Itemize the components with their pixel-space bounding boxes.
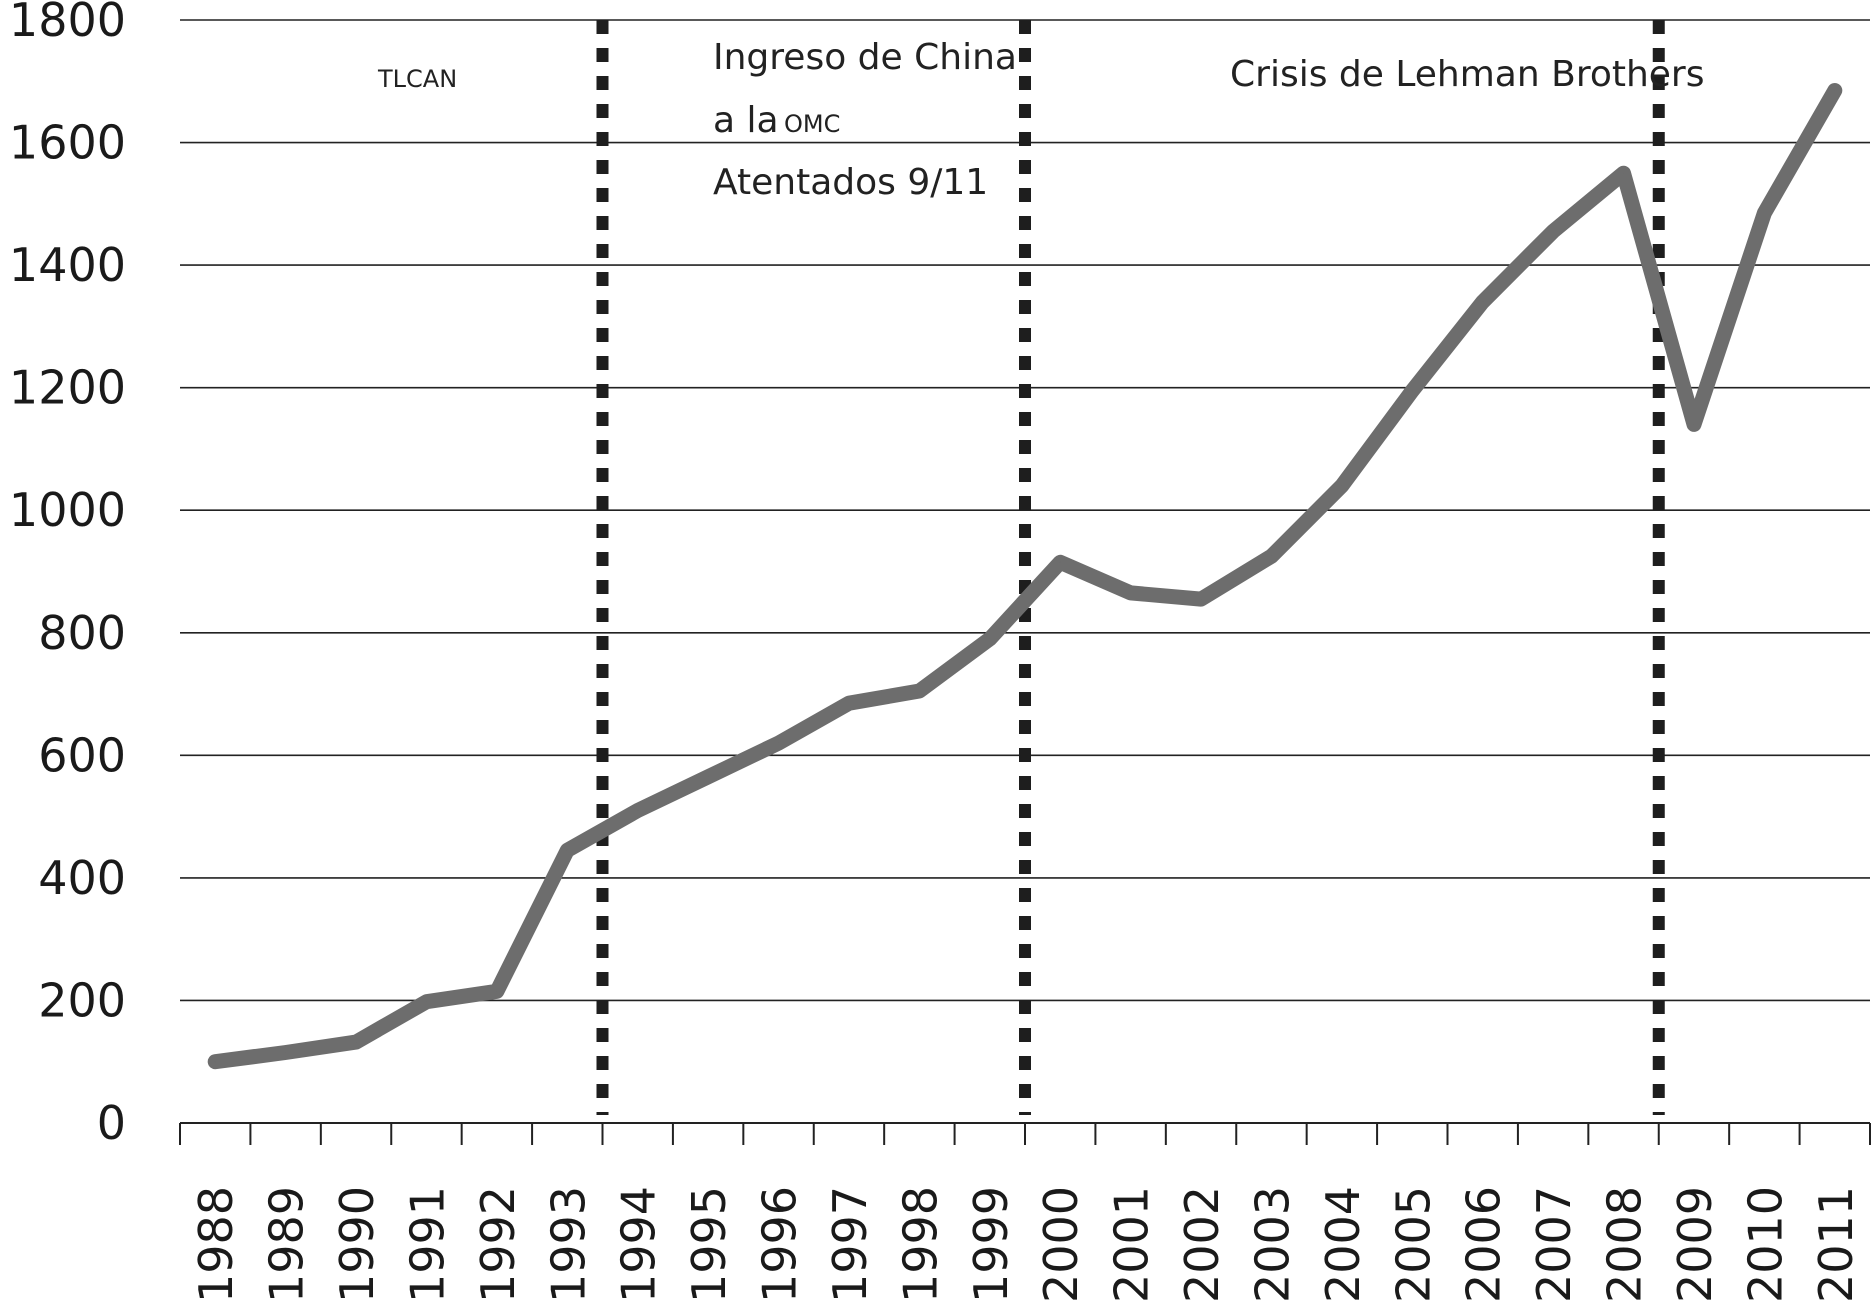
- x-tick-label: 1996: [753, 1186, 807, 1303]
- data-point: [1411, 390, 1413, 392]
- y-tick-label: 1200: [9, 361, 126, 415]
- data-point: [989, 638, 991, 640]
- data-point: [848, 702, 850, 704]
- x-tick-label: 2000: [1034, 1186, 1088, 1303]
- y-axis-tick-labels: 0 200 400 600 800 1000 1200 1400 1600 1800: [9, 0, 126, 1150]
- x-tick-label: 1990: [330, 1186, 384, 1303]
- x-tick-label: 1997: [823, 1186, 877, 1303]
- y-tick-label: 1600: [9, 116, 126, 170]
- x-axis-tick-labels: 1988 1989 1990 1991 1992 1993 1994 1995 1996 1997…: [189, 1186, 1863, 1303]
- x-tick-label: 2001: [1105, 1186, 1159, 1303]
- x-tick-label: 1998: [893, 1186, 947, 1303]
- annotation-lehman: Crisis de Lehman Brothers: [1230, 54, 1705, 95]
- x-tick-label: 2007: [1527, 1186, 1581, 1303]
- data-point: [778, 742, 780, 744]
- y-tick-label: 200: [38, 973, 126, 1027]
- data-point: [214, 1061, 216, 1063]
- x-tick-label: 1989: [260, 1186, 314, 1303]
- x-tick-label: 2008: [1598, 1186, 1652, 1303]
- data-point: [637, 809, 639, 811]
- y-tick-label: 0: [97, 1096, 126, 1150]
- annotation-atentados: Atentados 9/11: [713, 162, 988, 203]
- x-tick-label: 2002: [1175, 1186, 1229, 1303]
- series-line: [207, 83, 1843, 1070]
- data-point: [355, 1041, 357, 1043]
- data-point: [1552, 230, 1554, 232]
- x-tick-label: 1988: [189, 1186, 243, 1303]
- x-tick-label: 1999: [964, 1186, 1018, 1303]
- data-point: [1763, 212, 1765, 214]
- data-point: [1341, 485, 1343, 487]
- data-point: [1693, 423, 1695, 425]
- data-point: [1059, 561, 1061, 563]
- annotation-omc: OMC: [784, 110, 840, 138]
- data-point: [425, 1001, 427, 1003]
- data-point: [707, 776, 709, 778]
- x-tick-label: 2006: [1457, 1186, 1511, 1303]
- data-point: [1200, 598, 1202, 600]
- y-tick-label: 1000: [9, 483, 126, 537]
- data-point: [566, 849, 568, 851]
- data-point: [1482, 301, 1484, 303]
- data-point: [496, 990, 498, 992]
- x-tick-label: 2009: [1668, 1186, 1722, 1303]
- data-point: [1623, 172, 1625, 174]
- x-tick-label: 2003: [1245, 1186, 1299, 1303]
- annotation-tlcan: TLCAN: [377, 65, 457, 93]
- annotation-china-a-la: a la: [713, 100, 779, 141]
- data-point: [1270, 555, 1272, 557]
- x-tick-label: 1994: [612, 1186, 666, 1303]
- x-tick-label: 1992: [471, 1186, 525, 1303]
- data-point: [1834, 89, 1836, 91]
- y-tick-label: 400: [38, 851, 126, 905]
- x-tick-label: 1993: [541, 1186, 595, 1303]
- data-point: [918, 690, 920, 692]
- y-tick-label: 1800: [9, 0, 126, 47]
- x-tick-label: 2004: [1316, 1186, 1370, 1303]
- x-tick-label: 2011: [1809, 1186, 1863, 1303]
- x-tick-label: 2010: [1738, 1186, 1792, 1303]
- annotation-china-ingreso: Ingreso de China: [713, 37, 1017, 78]
- x-tick-label: 1995: [682, 1186, 736, 1303]
- x-tick-label: 1991: [400, 1186, 454, 1303]
- y-tick-label: 600: [38, 728, 126, 782]
- x-axis: [179, 1122, 1871, 1145]
- data-series: [207, 83, 1843, 1070]
- x-tick-label: 2005: [1386, 1186, 1440, 1303]
- data-point: [1130, 592, 1132, 594]
- y-tick-label: 800: [38, 606, 126, 660]
- y-tick-label: 1400: [9, 238, 126, 292]
- data-point: [285, 1052, 287, 1054]
